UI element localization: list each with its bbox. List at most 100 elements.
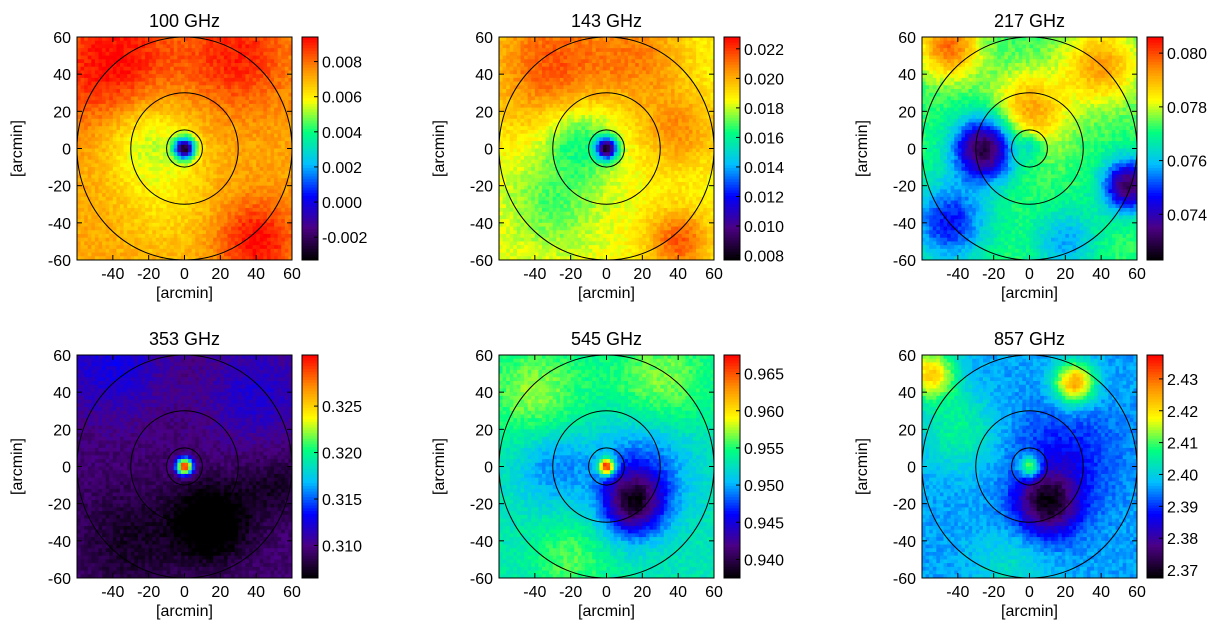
heatmap-cell <box>542 37 546 42</box>
heatmap-cell <box>542 74 546 79</box>
heatmap-cell <box>180 115 185 120</box>
heatmap-cell <box>277 196 282 201</box>
heatmap-cell <box>671 48 675 53</box>
heatmap-cell <box>502 70 507 75</box>
heatmap-cell <box>145 137 150 142</box>
heatmap-cell <box>166 77 171 82</box>
heatmap-cell <box>223 256 228 260</box>
heatmap-cell <box>98 70 103 75</box>
heatmap-cell <box>681 103 686 109</box>
heatmap-cell <box>613 111 618 116</box>
heatmap-cell <box>177 115 182 120</box>
heatmap-cell <box>281 230 286 235</box>
heatmap-cell <box>134 233 139 239</box>
heatmap-cell <box>177 193 182 198</box>
heatmap-cell <box>234 219 239 224</box>
heatmap-cell <box>173 59 178 64</box>
heatmap-cell <box>227 178 232 183</box>
heatmap-cell <box>227 226 232 231</box>
heatmap-cell <box>213 77 218 82</box>
heatmap-cell <box>137 48 142 53</box>
heatmap-cell <box>674 100 679 105</box>
heatmap-cell <box>91 226 96 231</box>
heatmap-cell <box>692 85 697 90</box>
heatmap-cell <box>667 63 672 68</box>
heatmap-cell <box>216 174 221 179</box>
heatmap-cell <box>581 59 586 64</box>
heatmap-cell <box>574 111 579 116</box>
heatmap-cell <box>238 37 243 42</box>
heatmap-cell <box>223 63 228 68</box>
heatmap-cell <box>263 118 268 123</box>
heatmap-cell <box>98 170 103 175</box>
heatmap-cell <box>202 215 207 220</box>
heatmap-cell <box>191 148 196 153</box>
colorbar-segment <box>302 37 318 41</box>
heatmap-cell <box>166 185 171 190</box>
heatmap-cell <box>134 115 139 120</box>
heatmap-cell <box>145 248 150 253</box>
heatmap-cell <box>105 193 110 198</box>
heatmap-cell <box>706 96 711 101</box>
heatmap-cell <box>241 107 246 112</box>
heatmap-cell <box>527 81 532 86</box>
heatmap-cell <box>191 118 196 123</box>
heatmap-cell <box>631 59 636 64</box>
heatmap-cell <box>231 159 236 164</box>
heatmap-cell <box>120 37 124 42</box>
heatmap-cell <box>577 66 582 71</box>
heatmap-cell <box>638 85 643 90</box>
heatmap-cell <box>77 178 81 183</box>
heatmap-cell <box>120 181 124 187</box>
heatmap-cell <box>123 70 128 75</box>
heatmap-cell <box>130 178 135 183</box>
heatmap-cell <box>256 122 261 127</box>
heatmap-cell <box>706 85 711 90</box>
heatmap-cell <box>80 63 85 68</box>
heatmap-cell <box>220 170 225 175</box>
heatmap-cell <box>263 159 268 164</box>
heatmap-cell <box>516 96 521 101</box>
heatmap-cell <box>270 63 275 68</box>
heatmap-cell <box>506 37 511 42</box>
heatmap-cell <box>112 74 117 79</box>
heatmap-cell <box>570 44 575 49</box>
heatmap-cell <box>542 92 546 97</box>
heatmap-cell <box>263 185 268 190</box>
heatmap-cell <box>241 96 246 101</box>
heatmap-cell <box>266 193 271 198</box>
heatmap-cell <box>184 241 189 246</box>
heatmap-cell <box>195 103 200 109</box>
heatmap-cell <box>502 55 507 60</box>
heatmap-cell <box>87 252 92 257</box>
heatmap-cell <box>191 111 196 116</box>
heatmap-cell <box>116 144 121 149</box>
heatmap-cell <box>112 170 117 175</box>
heatmap-cell <box>499 81 503 86</box>
heatmap-cell <box>281 178 286 183</box>
heatmap-cell <box>628 81 632 86</box>
heatmap-cell <box>266 170 271 175</box>
heatmap-cell <box>213 241 218 246</box>
heatmap-cell <box>209 115 214 120</box>
heatmap-cell <box>520 74 525 79</box>
heatmap-cell <box>134 70 139 75</box>
heatmap-cell <box>252 200 257 205</box>
heatmap-cell <box>152 211 157 216</box>
heatmap-cell <box>177 222 182 227</box>
heatmap-cell <box>266 241 271 246</box>
heatmap-cell <box>527 40 532 45</box>
heatmap-cell <box>645 85 650 90</box>
heatmap-cell <box>184 181 189 187</box>
heatmap-cell <box>259 96 264 101</box>
heatmap-cell <box>263 126 268 131</box>
heatmap-cell <box>112 89 117 94</box>
heatmap-cell <box>94 152 99 157</box>
heatmap-cell <box>585 59 589 64</box>
heatmap-cell <box>195 37 200 42</box>
heatmap-cell <box>109 174 114 179</box>
heatmap-cell <box>130 200 135 205</box>
heatmap-cell <box>80 193 85 198</box>
heatmap-cell <box>674 77 679 82</box>
heatmap-cell <box>692 48 697 53</box>
